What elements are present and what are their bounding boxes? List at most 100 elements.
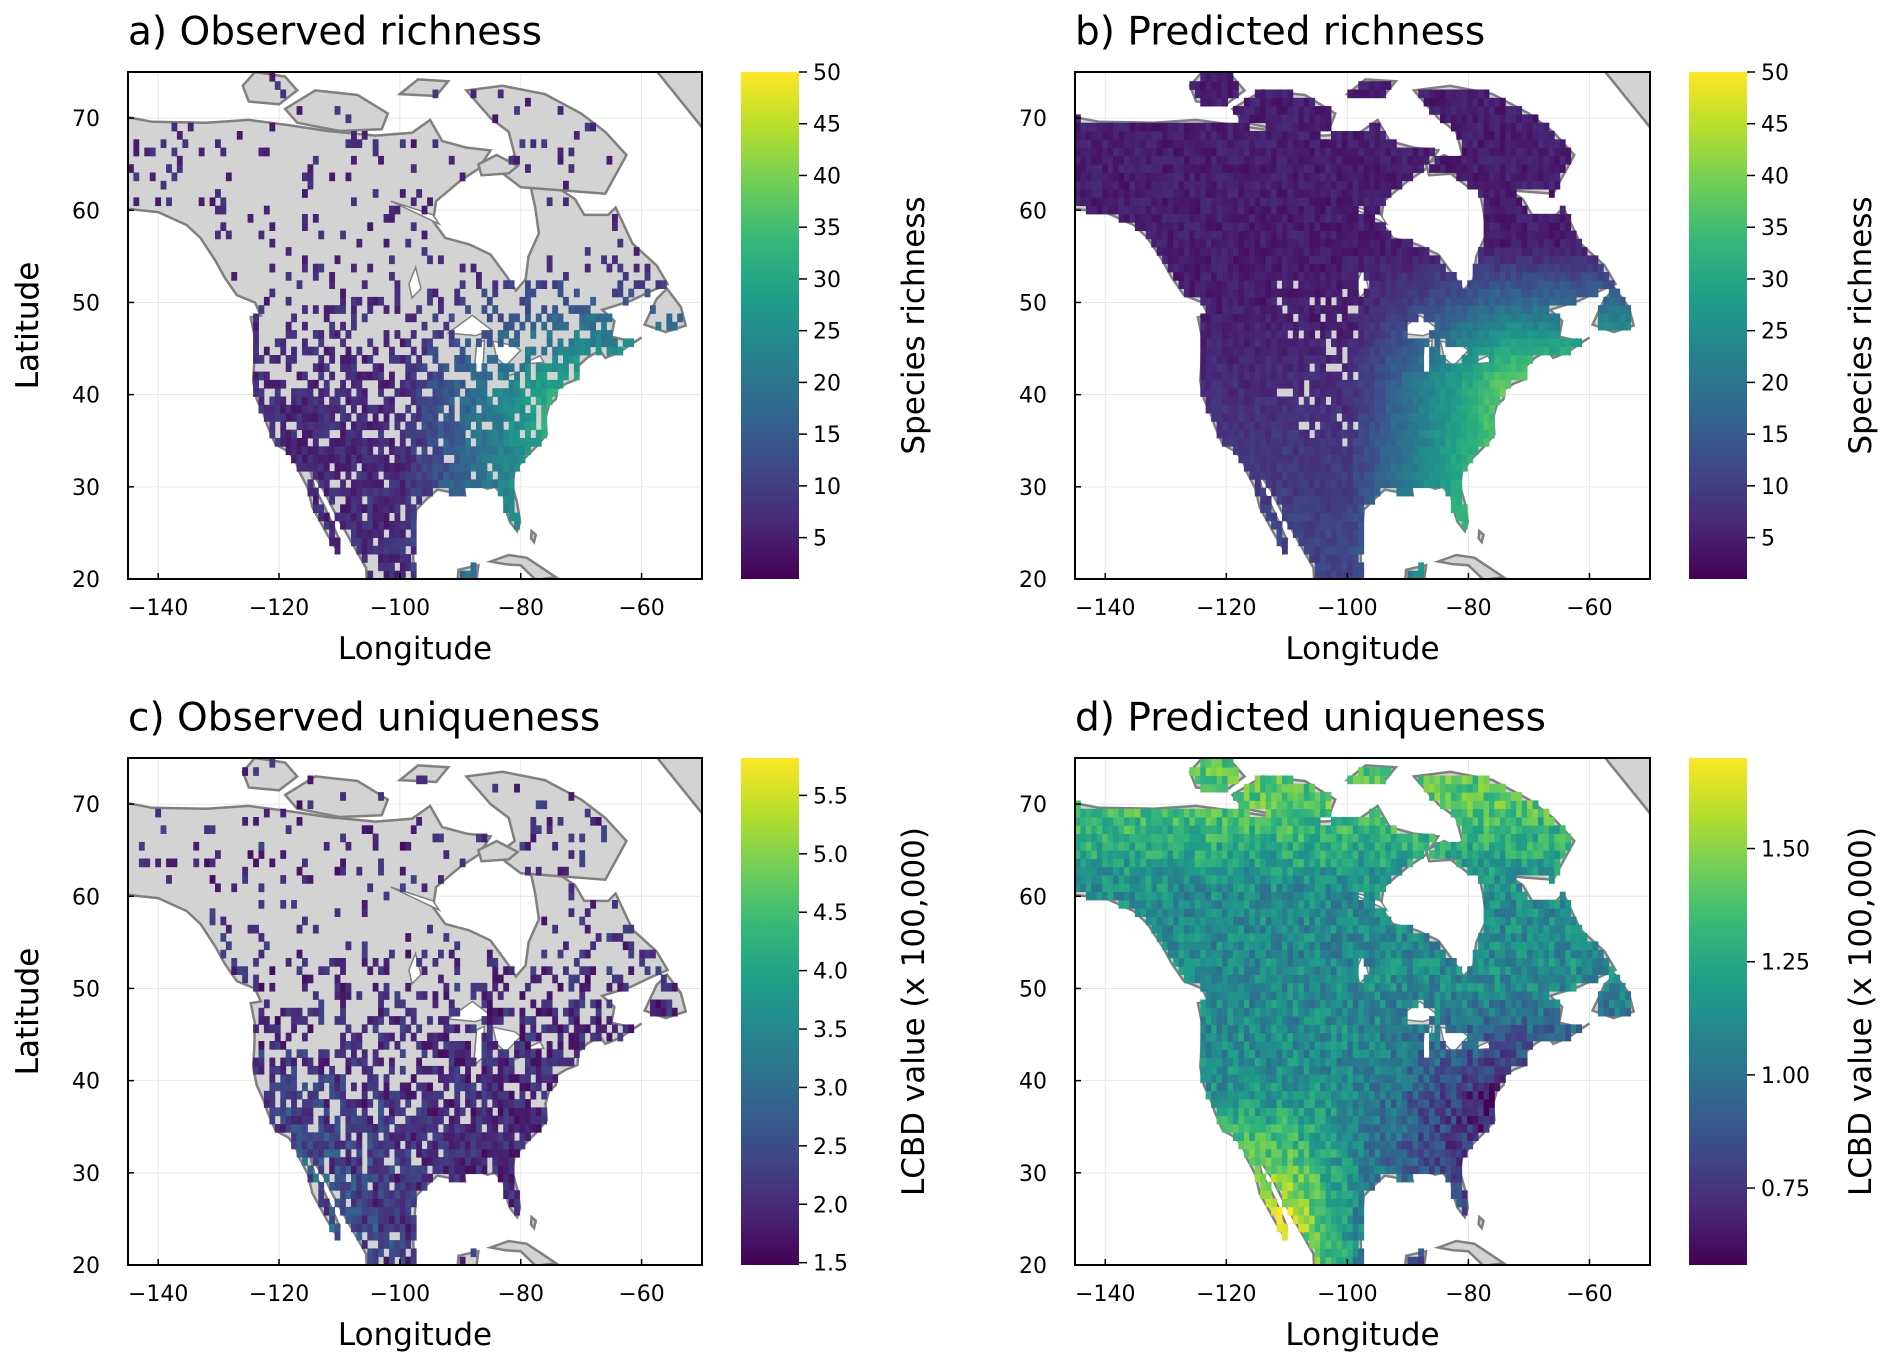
raster-cell xyxy=(1380,396,1386,406)
raster-cell xyxy=(1412,446,1419,455)
raster-cell xyxy=(345,1215,352,1224)
raster-cell xyxy=(1303,429,1310,439)
raster-cell xyxy=(1287,222,1294,231)
raster-cell xyxy=(351,296,357,306)
raster-cell xyxy=(1260,197,1267,207)
raster-cell xyxy=(1385,305,1392,314)
raster-cell xyxy=(1254,222,1261,231)
raster-cell xyxy=(291,1082,297,1092)
raster-cell xyxy=(399,479,406,489)
raster-cell xyxy=(378,554,384,563)
raster-cell xyxy=(1336,520,1343,530)
raster-cell xyxy=(1260,155,1267,165)
raster-cell xyxy=(307,1140,314,1150)
raster-cell xyxy=(1167,131,1174,140)
raster-cell xyxy=(1489,288,1495,298)
raster-cell xyxy=(1385,429,1392,439)
raster-cell xyxy=(1429,106,1435,115)
raster-cell xyxy=(1189,214,1196,223)
raster-cell xyxy=(1254,164,1261,173)
raster-cell xyxy=(1222,72,1228,82)
raster-cell xyxy=(1265,114,1272,124)
raster-cell xyxy=(1216,72,1223,82)
raster-cell xyxy=(628,338,635,348)
raster-cell xyxy=(378,1198,384,1208)
raster-cell xyxy=(302,338,308,348)
colorbar-tick-label: 45 xyxy=(813,113,841,138)
raster-cell xyxy=(253,355,259,364)
raster-cell xyxy=(1407,255,1414,265)
raster-cell xyxy=(1336,529,1343,538)
raster-cell xyxy=(486,1140,493,1150)
raster-cell xyxy=(1265,288,1272,298)
raster-cell xyxy=(307,1132,314,1141)
raster-cell xyxy=(1510,247,1517,256)
raster-cell xyxy=(1303,114,1310,124)
raster-cell xyxy=(514,1115,520,1125)
raster-cell xyxy=(1183,189,1190,198)
raster-cell xyxy=(302,421,308,431)
raster-cell xyxy=(1287,305,1294,314)
raster-cell xyxy=(1548,247,1555,256)
raster-cell xyxy=(514,512,520,522)
raster-cell xyxy=(1456,487,1463,497)
raster-cell xyxy=(1385,396,1392,406)
raster-cell xyxy=(1554,238,1561,248)
raster-cell xyxy=(541,1107,548,1117)
raster-cell xyxy=(416,413,423,422)
raster-cell xyxy=(1570,230,1577,240)
raster-cell xyxy=(1325,313,1332,323)
raster-cell xyxy=(1559,346,1566,356)
raster-cell xyxy=(274,81,281,90)
raster-cell xyxy=(399,189,406,198)
raster-cell xyxy=(573,131,580,140)
raster-cell xyxy=(274,404,281,414)
raster-cell xyxy=(345,396,352,406)
raster-cell xyxy=(1369,180,1376,190)
raster-cell xyxy=(302,305,308,314)
raster-cell xyxy=(1320,379,1326,389)
raster-cell xyxy=(1265,363,1272,372)
raster-cell xyxy=(1380,429,1386,439)
raster-cell xyxy=(1587,288,1593,298)
raster-cell xyxy=(1461,131,1468,140)
raster-cell xyxy=(1113,122,1119,132)
raster-cell xyxy=(1548,338,1555,348)
raster-cell xyxy=(367,1198,374,1208)
raster-cell xyxy=(1298,247,1305,256)
raster-cell xyxy=(1282,429,1288,439)
raster-cell xyxy=(1538,313,1544,323)
raster-cell xyxy=(345,429,352,439)
raster-cell xyxy=(1162,222,1169,231)
raster-cell xyxy=(1412,280,1419,289)
raster-cell xyxy=(1505,355,1512,364)
raster-cell xyxy=(1233,421,1239,431)
raster-cell xyxy=(1260,471,1267,480)
raster-cell xyxy=(1298,172,1305,182)
raster-cell xyxy=(1467,379,1474,389)
raster-cell xyxy=(1271,305,1277,314)
raster-cell xyxy=(394,288,401,298)
raster-cell xyxy=(465,363,471,372)
raster-cell xyxy=(1363,180,1370,190)
raster-cell xyxy=(1309,280,1316,289)
raster-cell xyxy=(1254,454,1261,464)
raster-cell xyxy=(378,462,384,472)
raster-cell xyxy=(285,321,292,331)
raster-cell xyxy=(1440,89,1446,99)
raster-cell xyxy=(1499,155,1506,165)
raster-cell xyxy=(1260,446,1267,455)
raster-cell xyxy=(1418,355,1425,364)
raster-cell xyxy=(432,379,439,389)
raster-cell xyxy=(399,388,406,397)
raster-cell xyxy=(525,379,531,389)
raster-cell xyxy=(1249,205,1256,215)
raster-cell xyxy=(1461,313,1468,323)
raster-cell xyxy=(1238,214,1245,223)
raster-cell xyxy=(1374,280,1381,289)
raster-cell xyxy=(1352,562,1359,572)
raster-cell xyxy=(481,1107,488,1117)
raster-cell xyxy=(443,379,450,389)
raster-cell xyxy=(1456,404,1463,414)
raster-cell xyxy=(476,1090,482,1100)
